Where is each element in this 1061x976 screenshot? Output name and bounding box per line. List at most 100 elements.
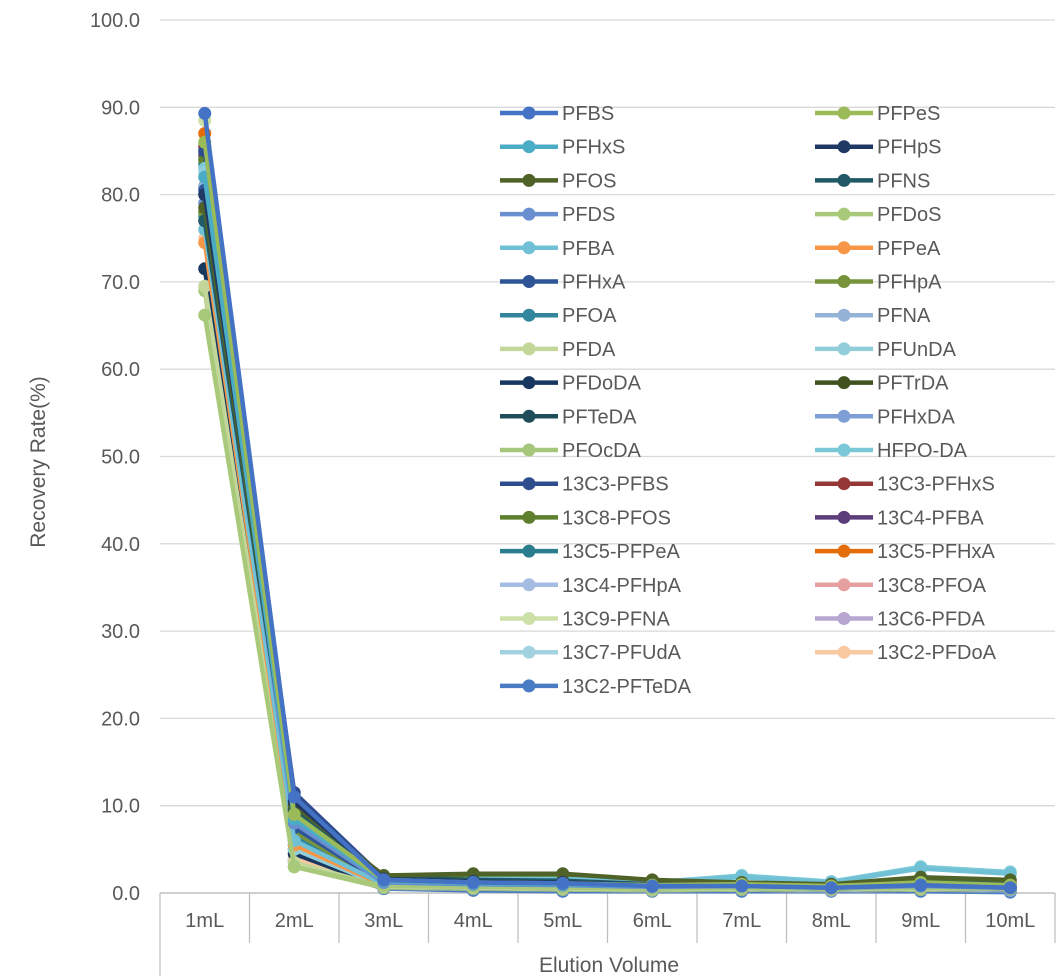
legend-label: PFDoS: [877, 204, 941, 226]
legend-label: 13C7-PFUdA: [562, 642, 682, 664]
legend-marker: [522, 645, 536, 659]
legend-label: PFOA: [562, 305, 617, 327]
legend-label: PFHxS: [562, 137, 625, 159]
series-13c2-pfdoa: [198, 231, 1017, 897]
legend-marker: [837, 409, 851, 423]
legend-marker: [837, 275, 851, 288]
series-line: [202, 120, 1011, 892]
legend-marker: [837, 140, 851, 154]
legend-item: HFPO-DA: [815, 440, 968, 462]
legend-item: PFBA: [500, 238, 615, 260]
legend-item: PFOA: [500, 305, 617, 327]
legend-item: 13C8-PFOA: [815, 575, 987, 597]
legend-item: 13C2-PFDoA: [815, 642, 997, 664]
legend-marker: [522, 140, 536, 154]
legend-marker: [522, 376, 536, 390]
legend-item: PFOcDA: [500, 440, 642, 462]
legend-item: PFOS: [500, 170, 616, 192]
data-point: [377, 873, 391, 887]
series-pfbs: [198, 106, 1017, 895]
legend-label: 13C4-PFBA: [877, 507, 984, 529]
legend-marker: [522, 173, 536, 187]
y-tick-label: 100.0: [90, 10, 140, 32]
legend-label: PFDoDA: [562, 373, 642, 395]
legend-item: PFPeA: [815, 238, 941, 260]
legend-marker: [522, 443, 536, 457]
legend-marker: [837, 477, 851, 491]
legend-item: 13C3-PFHxS: [815, 474, 995, 496]
legend-label: PFDA: [562, 339, 616, 361]
legend-label: PFNA: [877, 305, 931, 327]
legend-marker: [522, 544, 536, 558]
legend-label: PFUnDA: [877, 339, 957, 361]
legend-item: 13C3-PFBS: [500, 474, 669, 496]
legend-marker: [837, 106, 851, 120]
legend-marker: [837, 510, 851, 524]
legend-label: PFTrDA: [877, 373, 949, 395]
legend-marker: [522, 477, 536, 491]
legend: PFBS PFPeS PFHxS PFHpS PFOS PFNS PFDS PFDoS PFBA…: [500, 103, 997, 698]
x-tick-label: 6mL: [633, 910, 672, 932]
legend-label: PFBS: [562, 103, 614, 125]
y-tick-label: 50.0: [101, 447, 140, 469]
legend-item: PFHxA: [500, 272, 626, 294]
data-point: [735, 879, 749, 893]
y-axis-ticks: 0.0 10.0 20.0 30.0 40.0 50.0 60.0 70.0 80.0 90.0 1…: [90, 10, 140, 905]
legend-label: 13C9-PFNA: [562, 609, 670, 631]
legend-marker: [522, 342, 536, 356]
data-point: [914, 878, 928, 892]
legend-label: PFTeDA: [562, 406, 637, 428]
legend-marker: [837, 376, 851, 390]
legend-item: 13C5-PFHxA: [815, 541, 995, 563]
legend-marker: [522, 679, 536, 693]
legend-label: PFNS: [877, 170, 930, 192]
legend-label: 13C6-PFDA: [877, 609, 985, 631]
y-tick-label: 70.0: [101, 272, 140, 294]
legend-item: PFHxDA: [815, 406, 955, 428]
gridlines: [160, 19, 1055, 807]
legend-marker: [837, 645, 851, 659]
x-tick-label: 2mL: [275, 910, 314, 932]
data-point: [466, 876, 480, 890]
legend-marker: [522, 510, 536, 524]
legend-label: HFPO-DA: [877, 440, 968, 462]
legend-item: PFDoS: [815, 204, 941, 226]
data-point: [198, 106, 212, 120]
data-point: [824, 881, 838, 895]
legend-marker: [522, 106, 536, 120]
legend-item: PFHpA: [815, 272, 942, 294]
legend-label: 13C3-PFHxS: [877, 474, 995, 496]
series-pfpea: [198, 236, 1017, 896]
legend-label: 13C5-PFPeA: [562, 541, 680, 563]
series-line: [202, 189, 1011, 891]
legend-label: PFHxA: [562, 272, 626, 294]
legend-item: 13C9-PFNA: [500, 609, 670, 631]
legend-marker: [837, 173, 851, 187]
legend-marker: [837, 241, 851, 255]
legend-item: PFTeDA: [500, 406, 637, 428]
series-line: [202, 314, 1011, 891]
legend-item: PFHpS: [815, 137, 941, 159]
series-pfdos: [198, 308, 1017, 896]
legend-item: PFNS: [815, 170, 930, 192]
legend-label: PFHxDA: [877, 406, 955, 428]
legend-item: 13C5-PFPeA: [500, 541, 680, 563]
y-tick-label: 90.0: [101, 97, 140, 119]
y-tick-label: 10.0: [101, 796, 140, 818]
legend-marker: [837, 342, 851, 356]
legend-label: PFPeA: [877, 238, 941, 260]
legend-label: 13C2-PFTeDA: [562, 676, 692, 698]
x-tick-label: 1mL: [185, 910, 224, 932]
legend-item: PFBS: [500, 103, 614, 125]
legend-item: PFTrDA: [815, 373, 949, 395]
legend-item: 13C4-PFBA: [815, 507, 984, 529]
legend-item: PFDA: [500, 339, 616, 361]
legend-label: PFDS: [562, 204, 615, 226]
series-lines: [198, 106, 1017, 899]
legend-marker: [522, 241, 536, 255]
legend-marker: [522, 612, 536, 625]
y-tick-label: 80.0: [101, 185, 140, 207]
legend-label: 13C5-PFHxA: [877, 541, 995, 563]
y-tick-label: 40.0: [101, 534, 140, 556]
